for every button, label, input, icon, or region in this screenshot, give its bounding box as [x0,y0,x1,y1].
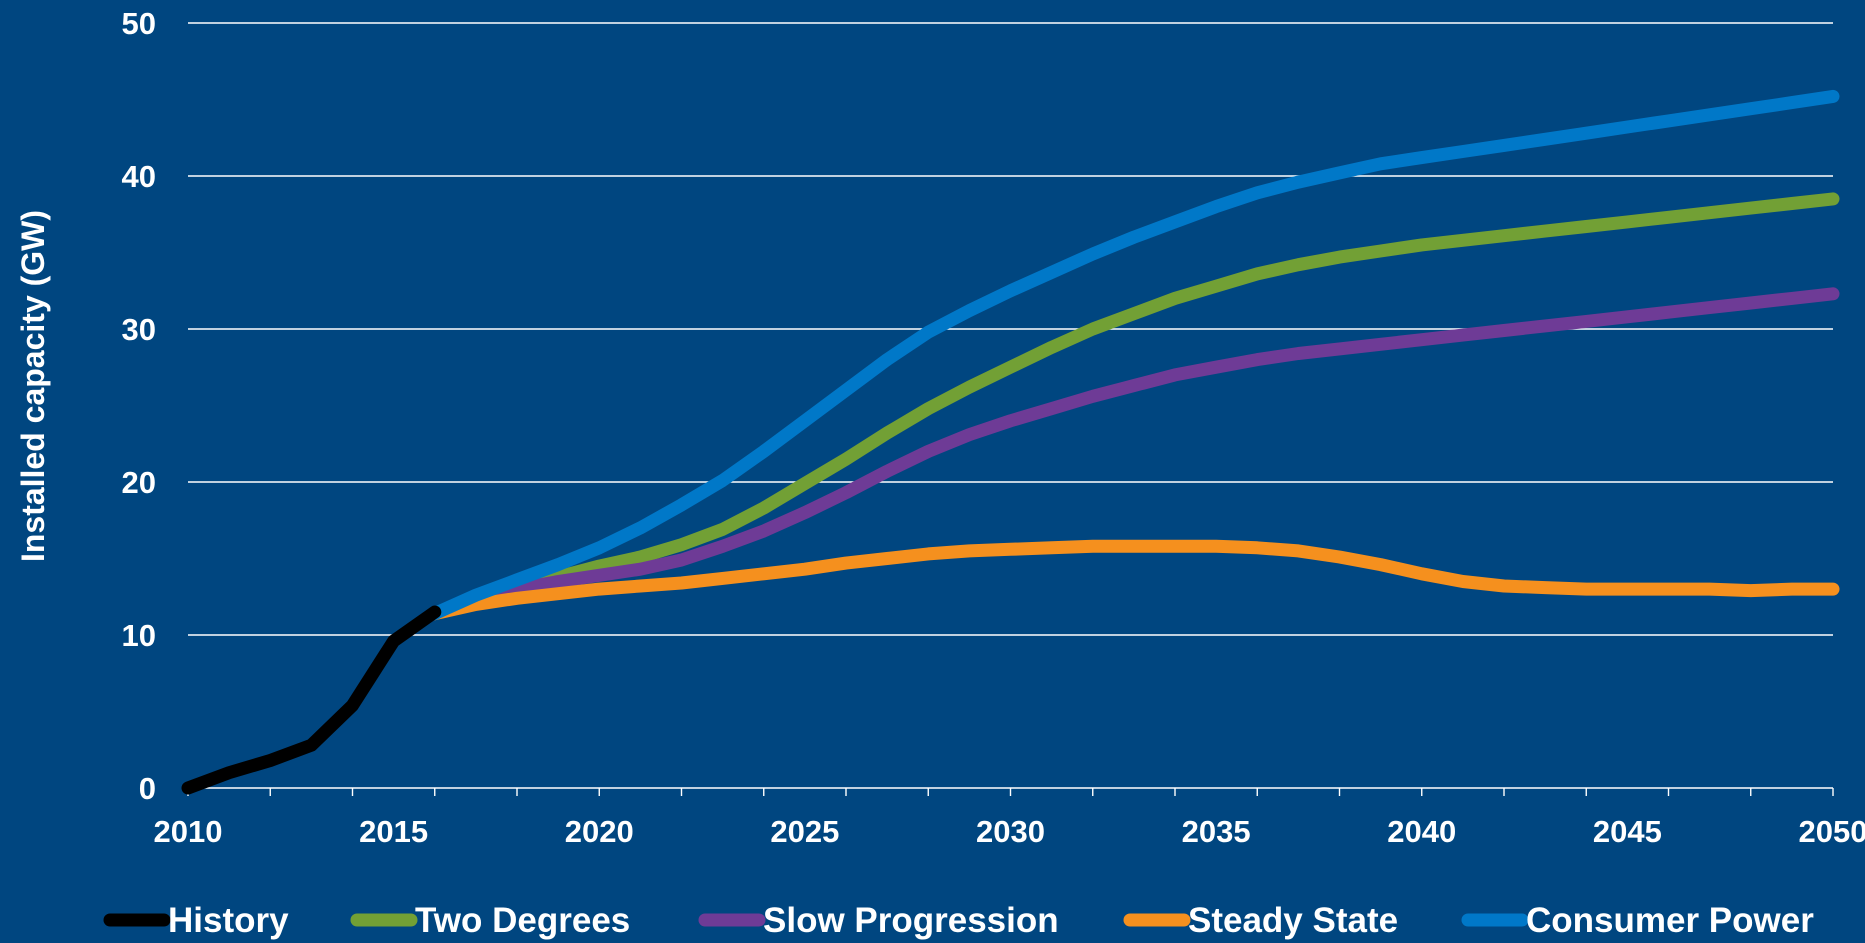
legend-item-history: History [103,901,289,940]
x-axis-tick-labels: 2010 2015 2020 2025 2030 2035 2040 2045 2050 [154,814,1865,849]
series-line-history [181,605,442,795]
y-tick-label: 20 [122,465,156,500]
y-tick-label: 50 [122,6,156,41]
series-line-steady-state [428,539,1840,621]
x-axis [187,787,1834,796]
x-tick-label: 2035 [1182,814,1251,849]
legend-item-slow-progression: Slow Progression [698,901,1059,940]
legend-item-steady-state: Steady State [1123,901,1398,940]
x-tick-label: 2030 [976,814,1045,849]
x-tick-label: 2020 [565,814,634,849]
y-tick-label: 0 [139,771,156,806]
legend-item-two-degrees: Two Degrees [350,901,630,940]
x-tick-label: 2010 [154,814,223,849]
y-tick-label: 40 [122,159,156,194]
x-tick-label: 2045 [1593,814,1662,849]
y-tick-label: 30 [122,312,156,347]
legend-label: Steady State [1188,901,1398,940]
legend-label: Slow Progression [763,901,1059,940]
legend-label: History [168,901,289,940]
series-line-two-degrees [428,192,1840,621]
legend: History Two Degrees Slow Progression Steady… [103,901,1814,940]
legend-label: Consumer Power [1526,901,1814,940]
series-line-slow-progression [428,287,1840,621]
x-tick-label: 2040 [1387,814,1456,849]
x-tick-label: 2050 [1799,814,1865,849]
gridlines [188,22,1833,636]
legend-item-consumer-power: Consumer Power [1461,901,1814,940]
x-tick-label: 2025 [770,814,839,849]
series-line-consumer-power [428,89,1840,621]
series-lines [181,89,1840,795]
y-tick-label: 10 [122,618,156,653]
y-axis-tick-labels: 0 10 20 30 40 50 [122,6,156,806]
x-tick-label: 2015 [359,814,428,849]
legend-label: Two Degrees [415,901,630,940]
y-axis-title: Installed capacity (GW) [15,210,51,562]
